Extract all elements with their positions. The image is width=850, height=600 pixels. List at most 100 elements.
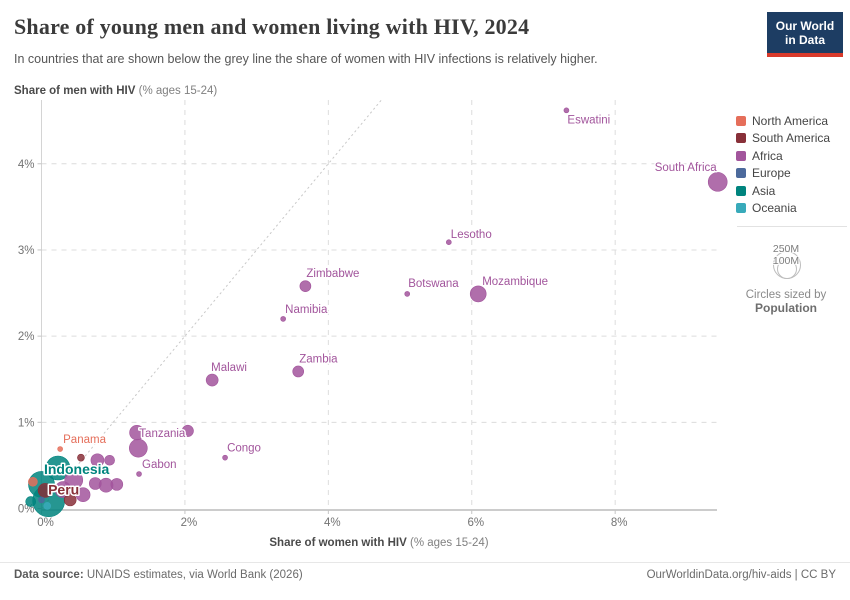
size-caption-text: Circles sized by [745,289,827,301]
y-tick-label: 4% [18,159,35,171]
data-source-text: UNAIDS estimates, via World Bank (2026) [83,569,303,581]
owid-logo-line1: Our World [775,18,835,33]
country-label-lesotho: Lesotho [451,229,492,241]
country-point-zambia[interactable] [292,365,305,378]
country-point-malawi[interactable] [205,373,219,387]
legend-item-north-america[interactable]: North America [736,112,830,130]
legend-divider [737,226,847,227]
country-label-indonesia: Indonesia [44,461,110,477]
size-legend: 250M 100M Circles sized by Population [726,226,847,315]
country-point[interactable] [38,496,45,504]
country-point[interactable] [28,476,38,487]
legend-label: Asia [752,183,776,198]
legend-label: Europe [752,166,791,181]
country-label-south-africa: South Africa [655,162,718,174]
country-point-panama[interactable] [57,446,63,452]
legend-item-europe[interactable]: Europe [736,165,830,183]
country-label-zimbabwe: Zimbabwe [306,268,359,280]
country-label-eswatini: Eswatini [567,114,610,126]
legend-swatch [736,203,746,214]
legend-item-africa[interactable]: Africa [736,147,830,165]
country-point[interactable] [129,425,145,441]
legend-item-asia[interactable]: Asia [736,182,830,200]
y-axis-title: Share of men with HIV (% ages 15-24) [14,85,217,97]
country-point[interactable] [63,493,77,507]
footer: Data source: UNAIDS estimates, via World… [14,569,836,581]
size-label-250m: 250M [772,243,800,255]
country-point-congo[interactable] [222,454,228,461]
country-point[interactable] [62,466,71,475]
country-label-gabon: Gabon [142,459,177,471]
country-point-lesotho[interactable] [446,239,452,245]
continent-legend: North America South America Africa Europe As… [736,112,830,217]
country-point[interactable] [43,502,52,510]
size-label-100m: 100M [772,255,800,267]
country-label-congo: Congo [227,443,261,455]
country-point[interactable] [77,453,85,462]
country-label-peru: Peru [48,481,79,497]
legend-item-oceania[interactable]: Oceania [736,200,830,218]
x-axis-title-unit: (% ages 15-24) [409,537,489,549]
country-point[interactable] [54,481,72,498]
footer-divider [0,562,850,563]
country-point-zimbabwe[interactable] [299,280,312,292]
country-point[interactable] [104,454,115,466]
x-axis-title: Share of women with HIV (% ages 15-24) [41,537,717,549]
owid-logo[interactable]: Our World in Data [767,12,843,57]
x-tick-label: 8% [611,517,628,529]
legend-label: South America [752,131,831,146]
x-tick-label: 6% [467,517,484,529]
legend-label: North America [752,113,829,128]
size-caption-bold: Population [755,301,817,315]
country-label-namibia: Namibia [285,304,328,316]
size-circle-100m [777,259,797,279]
legend-swatch [736,185,746,196]
country-label-malawi: Malawi [211,362,247,374]
x-axis-title-main: Share of women with HIV [269,537,407,549]
y-tick-label: 3% [18,245,35,257]
size-legend-caption: Circles sized by Population [726,289,846,315]
owid-logo-line2: in Data [784,32,825,47]
legend-swatch [736,168,746,179]
legend-label: Africa [752,148,783,163]
diagonal-reference-line [41,99,382,509]
legend-swatch [736,133,746,144]
x-tick-label: 0% [37,517,54,529]
x-tick-label: 2% [181,517,198,529]
legend-item-south-america[interactable]: South America [736,130,830,148]
x-tick-label: 4% [324,517,341,529]
country-point[interactable] [110,478,124,491]
size-legend-circles: 250M 100M [726,235,846,283]
country-point[interactable] [88,477,102,490]
country-point-mozambique[interactable] [469,285,487,303]
country-label-zambia: Zambia [299,353,338,365]
chart-subtitle: In countries that are shown below the gr… [14,52,598,66]
country-label-botswana: Botswana [408,278,459,290]
data-source-label: Data source: [14,569,84,581]
legend-swatch [736,115,746,126]
country-point[interactable] [181,424,194,437]
data-source: Data source: UNAIDS estimates, via World… [14,569,303,581]
country-point-south-africa[interactable] [707,172,728,192]
y-axis-title-unit: (% ages 15-24) [138,85,218,97]
country-point[interactable] [25,496,37,507]
country-point[interactable] [90,453,105,468]
country-point-eswatini[interactable] [563,107,570,114]
legend-label: Oceania [752,201,797,216]
country-point-botswana[interactable] [404,291,411,297]
country-label-mozambique: Mozambique [482,276,548,288]
country-label-tanzania: Tanzania [139,428,186,440]
country-label-panama: Panama [63,434,106,446]
owid-link[interactable]: OurWorldinData.org/hiv-aids | CC BY [646,569,836,581]
country-point-peru[interactable] [37,483,53,498]
country-point[interactable] [75,487,91,503]
country-point-tanzania[interactable] [129,438,148,458]
country-point-gabon[interactable] [136,471,142,477]
legend-swatch [736,150,746,161]
page-title: Share of young men and women living with… [14,14,530,39]
y-tick-label: 1% [18,417,35,429]
y-axis-title-main: Share of men with HIV [14,85,136,97]
country-point-namibia[interactable] [280,316,286,322]
